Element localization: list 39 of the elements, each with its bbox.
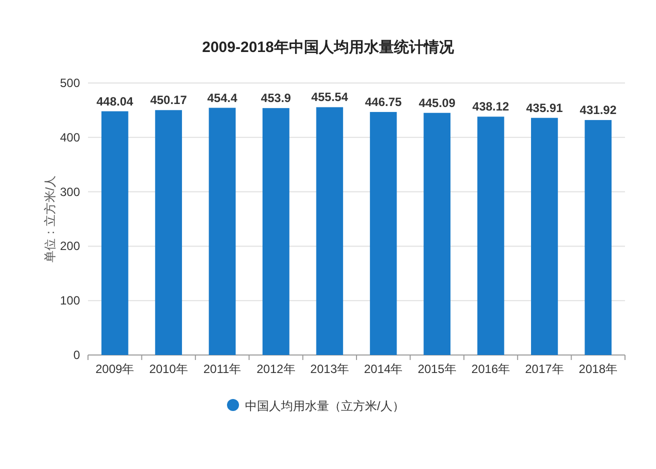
chart-title: 2009-2018年中国人均用水量统计情况 — [202, 39, 455, 56]
data-label: 446.75 — [365, 94, 402, 109]
data-label: 454.4 — [207, 90, 238, 105]
bar — [370, 112, 397, 355]
y-tick-label: 400 — [60, 130, 80, 144]
data-label: 450.17 — [150, 93, 188, 108]
bar — [584, 120, 612, 355]
bar — [208, 108, 236, 355]
y-tick-label: 0 — [73, 348, 80, 362]
x-tick-label: 2010年 — [149, 362, 188, 376]
bar — [424, 112, 450, 355]
data-label: 438.12 — [472, 100, 510, 114]
x-tick-label: 2018年 — [578, 362, 618, 376]
bar — [101, 111, 128, 355]
x-tick-label: 2015年 — [418, 362, 456, 376]
data-label: 445.09 — [418, 96, 456, 110]
y-tick-label: 500 — [60, 76, 80, 90]
x-tick-label: 2009年 — [96, 362, 134, 376]
x-tick-label: 2014年 — [364, 362, 403, 376]
y-axis-title: 单位：立方米/人 — [43, 175, 57, 263]
x-tick-label: 2016年 — [471, 362, 510, 376]
x-tick-label: 2012年 — [256, 362, 296, 376]
data-label: 435.91 — [526, 100, 564, 115]
x-tick-label: 2017年 — [525, 362, 564, 376]
data-label: 431.92 — [580, 103, 617, 118]
data-label: 453.9 — [260, 91, 292, 106]
data-label: 455.54 — [311, 90, 348, 104]
bar — [262, 108, 290, 355]
legend: 中国人均用水量（立方米/人） — [227, 399, 404, 413]
data-label: 448.04 — [96, 94, 134, 108]
bar — [531, 118, 558, 355]
y-tick-label: 300 — [60, 184, 80, 199]
y-tick-label: 100 — [60, 294, 80, 308]
bar — [316, 107, 344, 355]
bar — [155, 110, 182, 355]
x-tick-label: 2013年 — [310, 362, 349, 376]
x-tick-label: 2011年 — [203, 362, 242, 376]
y-tick-label: 200 — [60, 239, 80, 254]
bar — [477, 116, 504, 355]
